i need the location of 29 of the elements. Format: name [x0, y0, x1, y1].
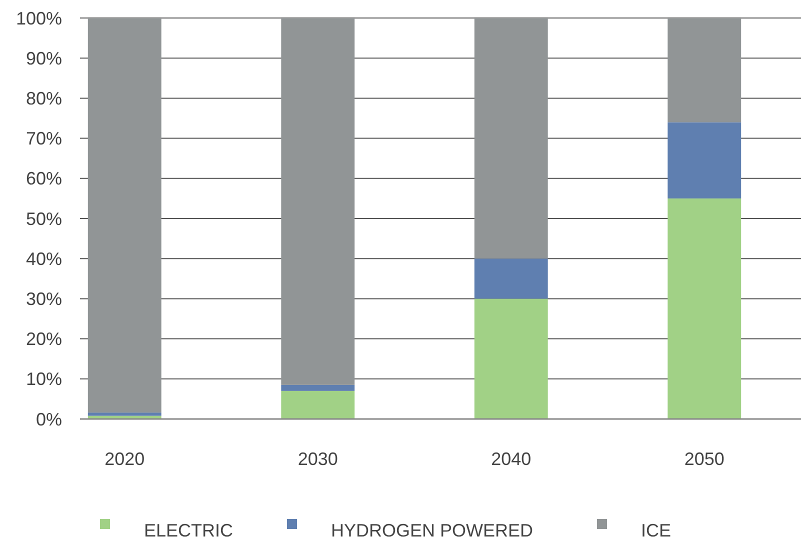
- bar: [281, 384, 355, 391]
- bar: [668, 122, 742, 198]
- y-tick-label: 50%: [26, 208, 62, 229]
- bar: [88, 412, 162, 416]
- y-tick-label: 40%: [26, 248, 62, 269]
- x-tick-label: 2020: [104, 449, 145, 469]
- bar: [474, 258, 548, 299]
- bar: [668, 18, 742, 122]
- legend-label: ICE: [641, 520, 672, 540]
- legend-label: HYDROGEN POWERED: [331, 520, 534, 540]
- bar: [668, 198, 742, 419]
- y-tick-label: 0%: [36, 409, 62, 430]
- x-tick-label: 2030: [298, 449, 338, 469]
- bar: [474, 18, 548, 259]
- y-tick-label: 90%: [26, 48, 62, 68]
- bar: [88, 18, 162, 413]
- y-tick-label: 30%: [26, 289, 62, 309]
- y-tick-label: 80%: [26, 88, 62, 108]
- bar: [281, 390, 355, 419]
- y-tick-label: 10%: [26, 369, 62, 390]
- x-tick-label: 2040: [491, 449, 532, 469]
- y-tick-label: 100%: [16, 8, 62, 28]
- legend-label: ELECTRIC: [144, 520, 234, 540]
- y-tick-label: 70%: [26, 128, 62, 149]
- y-tick-label: 60%: [26, 168, 62, 189]
- y-tick-label: 20%: [26, 329, 62, 350]
- x-tick-label: 2050: [684, 449, 724, 469]
- bar: [474, 298, 548, 419]
- bar: [281, 18, 355, 385]
